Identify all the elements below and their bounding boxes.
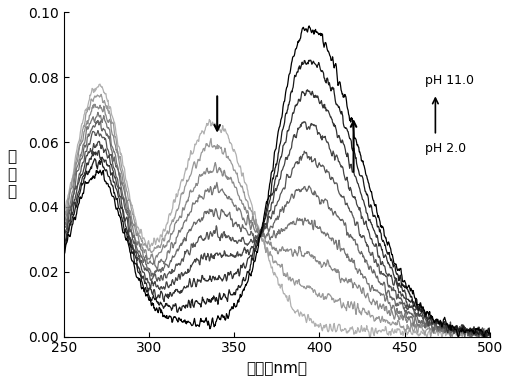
Text: pH 2.0: pH 2.0 — [425, 142, 465, 155]
Text: pH 11.0: pH 11.0 — [425, 74, 473, 87]
X-axis label: 波长（nm）: 波长（nm） — [246, 361, 307, 376]
Y-axis label: 吸
光
度: 吸 光 度 — [7, 150, 16, 200]
